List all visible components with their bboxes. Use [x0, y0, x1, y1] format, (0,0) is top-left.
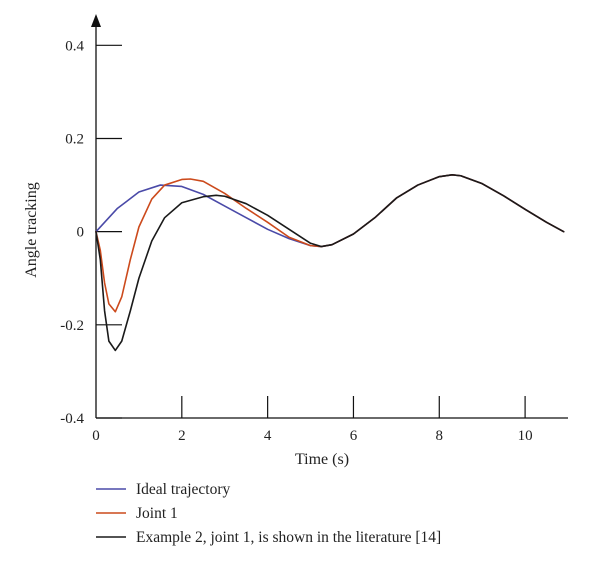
legend: Ideal trajectory Joint 1 Example 2, join…: [96, 481, 441, 546]
axes: [91, 14, 568, 419]
x-tick-label-4: 4: [264, 428, 272, 444]
x-tick-label-6: 6: [350, 428, 358, 444]
x-tick-label-2: 2: [178, 428, 186, 444]
legend-item-joint-1: Joint 1: [96, 505, 178, 522]
y-axis-title: Angle tracking: [23, 182, 40, 278]
series-line-joint-1: [95, 174, 565, 313]
legend-item-ideal-trajectory: Ideal trajectory: [96, 481, 230, 498]
x-tick-label-10: 10: [518, 428, 533, 444]
legend-item-literature-example: Example 2, joint 1, is shown in the lite…: [96, 529, 441, 546]
y-axis-arrow: [91, 14, 101, 27]
x-tick-label-8: 8: [436, 428, 444, 444]
series-line-ideal-trajectory: [95, 174, 565, 248]
y-ticks: -0.4 -0.2 0 0.2 0.4: [60, 38, 122, 427]
y-tick-label-0-2: 0.2: [65, 131, 84, 147]
y-tick-label-0-4: 0.4: [65, 38, 84, 54]
legend-label-joint-1: Joint 1: [136, 505, 178, 522]
y-tick-label-0-4: -0.4: [60, 411, 84, 427]
x-tick-label-0: 0: [92, 428, 100, 444]
legend-label-ideal-trajectory: Ideal trajectory: [136, 481, 230, 498]
y-tick-label-0: 0: [77, 225, 85, 241]
legend-label-literature-example: Example 2, joint 1, is shown in the lite…: [136, 529, 441, 546]
series-line-literature-example: [95, 174, 565, 352]
series-layer: [95, 174, 565, 352]
x-axis-title: Time (s): [295, 451, 349, 468]
x-ticks: 0 2 4 6 8 10: [92, 396, 533, 444]
y-tick-label-0-2: -0.2: [60, 318, 84, 334]
